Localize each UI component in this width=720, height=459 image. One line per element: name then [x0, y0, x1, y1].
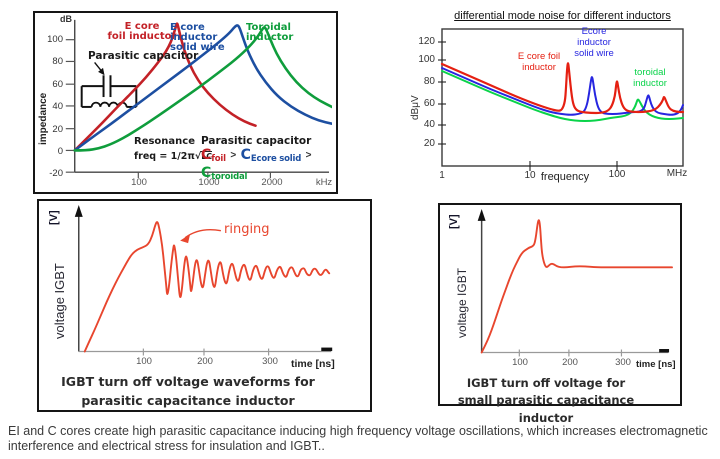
- y-axis-unit: [V]: [448, 214, 460, 229]
- igbt-clean-panel: [V] voltage IGBT 100 200 300 time [ns] I…: [438, 203, 682, 425]
- x-tick-label: 100: [136, 356, 152, 367]
- noise-chart-canvas: [438, 28, 685, 171]
- radicand: LC: [201, 151, 213, 161]
- y-tick-label: 40: [52, 101, 63, 112]
- y-tick-label: 80: [52, 56, 63, 67]
- x-tick-label: 200: [197, 356, 213, 367]
- x-axis-title: time [ns]: [291, 358, 335, 370]
- x-tick-marks: [529, 161, 618, 171]
- impedance-chart-canvas: [65, 19, 332, 179]
- impedance-chart-panel: dB impedance 100 80 60 40 20 0 -20 100 1…: [33, 11, 338, 194]
- y-tick-label: 120: [418, 36, 435, 47]
- y-tick-label: 100: [418, 54, 435, 65]
- chart-title: differential mode noise for different in…: [454, 10, 671, 22]
- igbt-clean-waveform: [480, 219, 673, 354]
- plot-box: [441, 28, 684, 167]
- e-core-foil-label: E core foil inductor: [107, 21, 177, 43]
- e-core-foil-label: E core foil inductor: [517, 51, 561, 73]
- igbt-clean-canvas: [477, 208, 673, 357]
- x-axis-end-dash: [321, 347, 333, 352]
- x-tick-label: 2000: [261, 177, 283, 188]
- y-axis-unit: dB: [60, 14, 72, 24]
- chart-caption: IGBT turn off voltage for small parasiti…: [457, 376, 635, 425]
- x-tick-label: 10: [524, 170, 536, 181]
- y-tick-label: 0: [57, 146, 63, 157]
- chart-caption: IGBT turn off voltage waveforms for para…: [61, 374, 315, 408]
- y-tick-marks: [438, 41, 446, 145]
- x-axis-unit: MHz: [666, 168, 688, 179]
- legend-title: Parasitic capacitor: [201, 135, 312, 147]
- ringing-annotation: ringing: [224, 222, 270, 237]
- x-tick-label: 100: [512, 357, 528, 368]
- x-axis-title: time [ns]: [636, 359, 676, 370]
- slide-caption: EI and C cores create high parasitic cap…: [8, 424, 708, 454]
- e-core-foil-inductor-curve: [73, 22, 257, 152]
- x-tick-label: 200: [562, 357, 578, 368]
- parasitic-capacitor-label: Parasitic capacitor: [88, 50, 199, 62]
- ringing-arrow: [180, 228, 222, 244]
- x-tick-label: 1000: [198, 177, 220, 188]
- y-tick-label: 80: [423, 76, 435, 87]
- y-tick-label: 20: [52, 124, 63, 135]
- igbt-ringing-waveform: [83, 221, 331, 353]
- y-tick-marks: [65, 39, 75, 173]
- x-axis-unit: kHz: [315, 177, 333, 188]
- y-tick-label: -20: [49, 168, 63, 179]
- resonance-label: Resonance: [134, 136, 196, 147]
- x-tick-label: 100: [608, 169, 626, 180]
- y-tick-label: 100: [47, 34, 63, 45]
- noise-green-curve: [441, 70, 684, 122]
- igbt-ringing-panel: [V] voltage IGBT 100 200 300 time [ns] r…: [37, 199, 372, 412]
- x-tick-marks: [137, 172, 272, 179]
- x-axis-title: frequency: [540, 171, 590, 183]
- noise-chart-panel: differential mode noise for different in…: [405, 8, 718, 192]
- y-axis-title: voltage IGBT: [52, 263, 67, 339]
- e-core-solid-wire-label: E core inductor solid wire: [170, 22, 225, 54]
- y-axis-unit: [V]: [48, 210, 60, 225]
- igbt-ringing-canvas: [74, 204, 333, 356]
- x-tick-label: 100: [131, 177, 147, 188]
- y-tick-label: 60: [52, 79, 63, 90]
- y-tick-label: 20: [423, 138, 435, 149]
- x-tick-label: 1: [439, 170, 445, 181]
- parasitic-capacitor-arrow: [94, 62, 105, 76]
- e-core-solid-wire-label: Ecore inductor solid wire: [574, 26, 614, 59]
- capacitance-ordering: Cfoil > CEcore solid > Ctoroidal: [201, 147, 312, 182]
- y-tick-label: 60: [423, 98, 435, 109]
- resonance-formula: freq = 1/2π√LC: [134, 151, 213, 162]
- y-axis-arrowhead: [477, 208, 486, 221]
- x-tick-marks: [518, 349, 623, 357]
- x-tick-label: 300: [262, 356, 278, 367]
- toroidal-label: Toroidal inductor: [246, 22, 294, 44]
- toroidal-inductor-curve: [73, 26, 332, 152]
- x-tick-label: 300: [615, 357, 631, 368]
- y-tick-label: 40: [423, 119, 435, 130]
- toroidal-label: toroidal inductor: [633, 67, 667, 89]
- y-axis-arrowhead: [74, 204, 83, 217]
- x-tick-marks: [142, 348, 270, 356]
- y-axis-title: voltage IGBT: [455, 267, 469, 338]
- noise-red-curve: [440, 62, 685, 115]
- x-axis-end-dash: [659, 349, 670, 353]
- e-core-solid-wire-curve: [73, 24, 332, 152]
- parallel-lc-circuit-symbol: [80, 75, 138, 108]
